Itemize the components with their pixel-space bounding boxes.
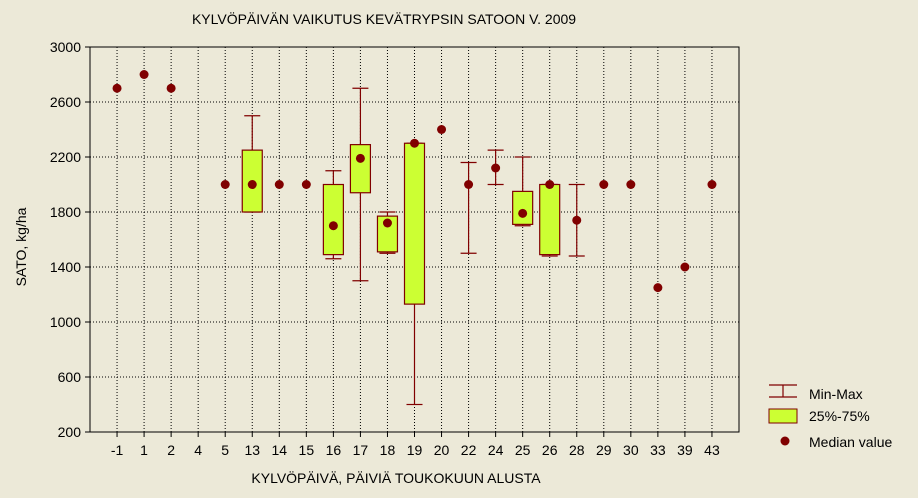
y-axis-label: SATO, kg/ha [13, 207, 29, 286]
median-point [545, 180, 555, 189]
y-tick-label: 600 [58, 369, 82, 385]
box-group [599, 180, 609, 189]
x-tick-label: 18 [380, 442, 396, 458]
median-point [653, 283, 663, 293]
box-group [166, 83, 176, 93]
y-tick-label: 3000 [50, 39, 81, 55]
x-tick-label: 22 [461, 442, 477, 458]
median-point [139, 70, 149, 79]
x-tick-label: 39 [677, 442, 693, 458]
box-group [274, 180, 284, 189]
y-tick-label: 1800 [50, 204, 81, 220]
x-tick-label: 26 [542, 442, 558, 458]
legend-whisker-swatch [769, 384, 797, 398]
box-group [241, 115, 263, 213]
box-group [220, 180, 230, 189]
box-group [376, 211, 399, 254]
box-group [568, 183, 585, 257]
median-point [274, 180, 284, 189]
x-tick-label: 25 [515, 442, 531, 458]
box-group [653, 283, 663, 293]
legend: Min-Max 25%-75% Median value [768, 384, 892, 450]
y-tick-label: 2600 [50, 94, 81, 110]
x-tick-label: 20 [434, 442, 450, 458]
box-group [403, 138, 426, 406]
x-tick-label: 43 [704, 442, 720, 458]
x-tick-label: 16 [326, 442, 342, 458]
x-tick-label: 2 [167, 442, 175, 458]
box-group [487, 149, 504, 186]
median-point [626, 180, 636, 189]
box-group [512, 156, 534, 227]
iqr-box [539, 183, 561, 256]
legend-median-swatch [780, 436, 790, 446]
box-group [301, 180, 311, 189]
box-group [707, 180, 717, 189]
legend-label-median: Median value [809, 434, 892, 450]
y-tick-label: 200 [58, 424, 82, 440]
x-tick-label: 4 [194, 442, 202, 458]
box-group [139, 70, 149, 79]
iqr-box [512, 190, 534, 225]
iqr-box [322, 183, 344, 256]
median-point [112, 83, 122, 93]
y-tick-label: 1400 [50, 259, 81, 275]
median-point [301, 180, 311, 189]
median-point [518, 208, 528, 218]
median-point [328, 221, 338, 231]
x-tick-label: 33 [650, 442, 666, 458]
median-point [491, 163, 501, 173]
iqr-box [376, 215, 399, 253]
median-point [220, 180, 230, 189]
legend-item-box: 25%-75% [768, 408, 870, 424]
median-point [247, 180, 257, 189]
x-axis: -1 1 2 4 5 13 14 15 16 17 18 19 20 22 24 25 26 28 29 30 33 39… [111, 432, 720, 458]
box-group [112, 83, 122, 93]
box-group [460, 161, 477, 254]
median-point [707, 180, 717, 189]
legend-box-swatch [768, 408, 798, 424]
median-point [166, 83, 176, 93]
box-group [680, 262, 690, 272]
box-group [322, 170, 344, 260]
y-tick-label: 1000 [50, 314, 81, 330]
x-tick-label: 17 [353, 442, 369, 458]
x-tick-label: -1 [111, 442, 124, 458]
median-point [355, 153, 365, 163]
median-point [410, 138, 419, 148]
median-point [464, 180, 474, 189]
legend-item-median: Median value [780, 434, 892, 450]
iqr-box [349, 144, 372, 194]
box-group [626, 180, 636, 189]
legend-label-min-max: Min-Max [809, 386, 863, 402]
chart-title: KYLVÖPÄIVÄN VAIKUTUS KEVÄTRYPSIN SATOON … [192, 10, 576, 27]
x-tick-label: 14 [272, 442, 288, 458]
x-tick-label: 29 [596, 442, 612, 458]
median-point [382, 218, 392, 228]
box-group [437, 125, 447, 134]
x-tick-label: 13 [244, 442, 260, 458]
box-group [349, 87, 372, 282]
x-tick-label: 19 [407, 442, 423, 458]
x-tick-label: 30 [623, 442, 639, 458]
x-tick-label: 24 [488, 442, 504, 458]
boxes-layer [112, 70, 717, 406]
median-point [437, 125, 447, 134]
legend-label-box: 25%-75% [809, 408, 870, 424]
median-point [680, 262, 690, 272]
x-axis-label: KYLVÖPÄIVÄ, PÄIVIÄ TOUKOKUUN ALUSTA [251, 469, 541, 486]
median-point [572, 215, 582, 225]
legend-item-min-max: Min-Max [769, 384, 863, 402]
x-tick-label: 1 [140, 442, 148, 458]
median-point [599, 180, 609, 189]
iqr-box [403, 142, 426, 305]
y-axis: 200 600 1000 1400 1800 2200 2600 3000 [50, 39, 90, 440]
x-tick-label: 28 [569, 442, 585, 458]
x-tick-label: 15 [299, 442, 315, 458]
box-group [539, 180, 561, 257]
x-tick-label: 5 [221, 442, 229, 458]
y-tick-label: 2200 [50, 149, 81, 165]
